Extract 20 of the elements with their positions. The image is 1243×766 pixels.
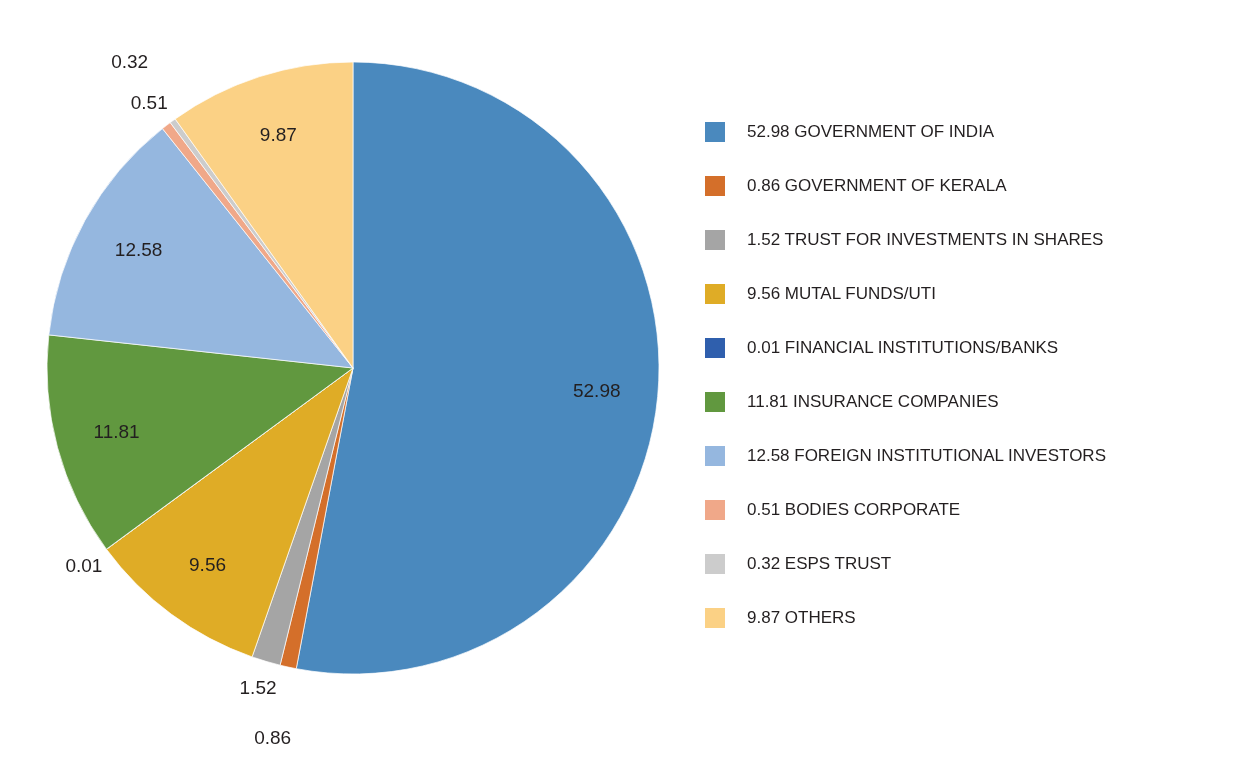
data-label: 11.81 — [93, 420, 140, 442]
legend-label: 11.81 INSURANCE COMPANIES — [747, 392, 999, 411]
data-label: 12.58 — [114, 238, 163, 260]
legend-label: 12.58 FOREIGN INSTITUTIONAL INVESTORS — [747, 446, 1106, 465]
data-label: 9.87 — [259, 123, 297, 145]
data-label: 9.56 — [189, 553, 227, 575]
legend-label: 9.56 MUTAL FUNDS/UTI — [747, 284, 936, 303]
data-label: 52.98 — [572, 379, 621, 401]
legend-label: 0.86 GOVERNMENT OF KERALA — [747, 176, 1008, 195]
data-label: 1.52 — [239, 677, 277, 699]
data-label: 0.32 — [111, 50, 149, 72]
data-label: 0.01 — [65, 554, 103, 576]
legend-label: 0.01 FINANCIAL INSTITUTIONS/BANKS — [747, 338, 1059, 357]
data-label: 0.86 — [254, 727, 292, 749]
data-label: 0.51 — [130, 92, 168, 114]
legend-label: 9.87 OTHERS — [747, 608, 856, 627]
legend-label: 52.98 GOVERNMENT OF INDIA — [747, 122, 995, 141]
legend-label: 0.51 BODIES CORPORATE — [747, 500, 961, 519]
legend-label: 1.52 TRUST FOR INVESTMENTS IN SHARES — [747, 230, 1104, 249]
legend-label: 0.32 ESPS TRUST — [747, 554, 892, 573]
